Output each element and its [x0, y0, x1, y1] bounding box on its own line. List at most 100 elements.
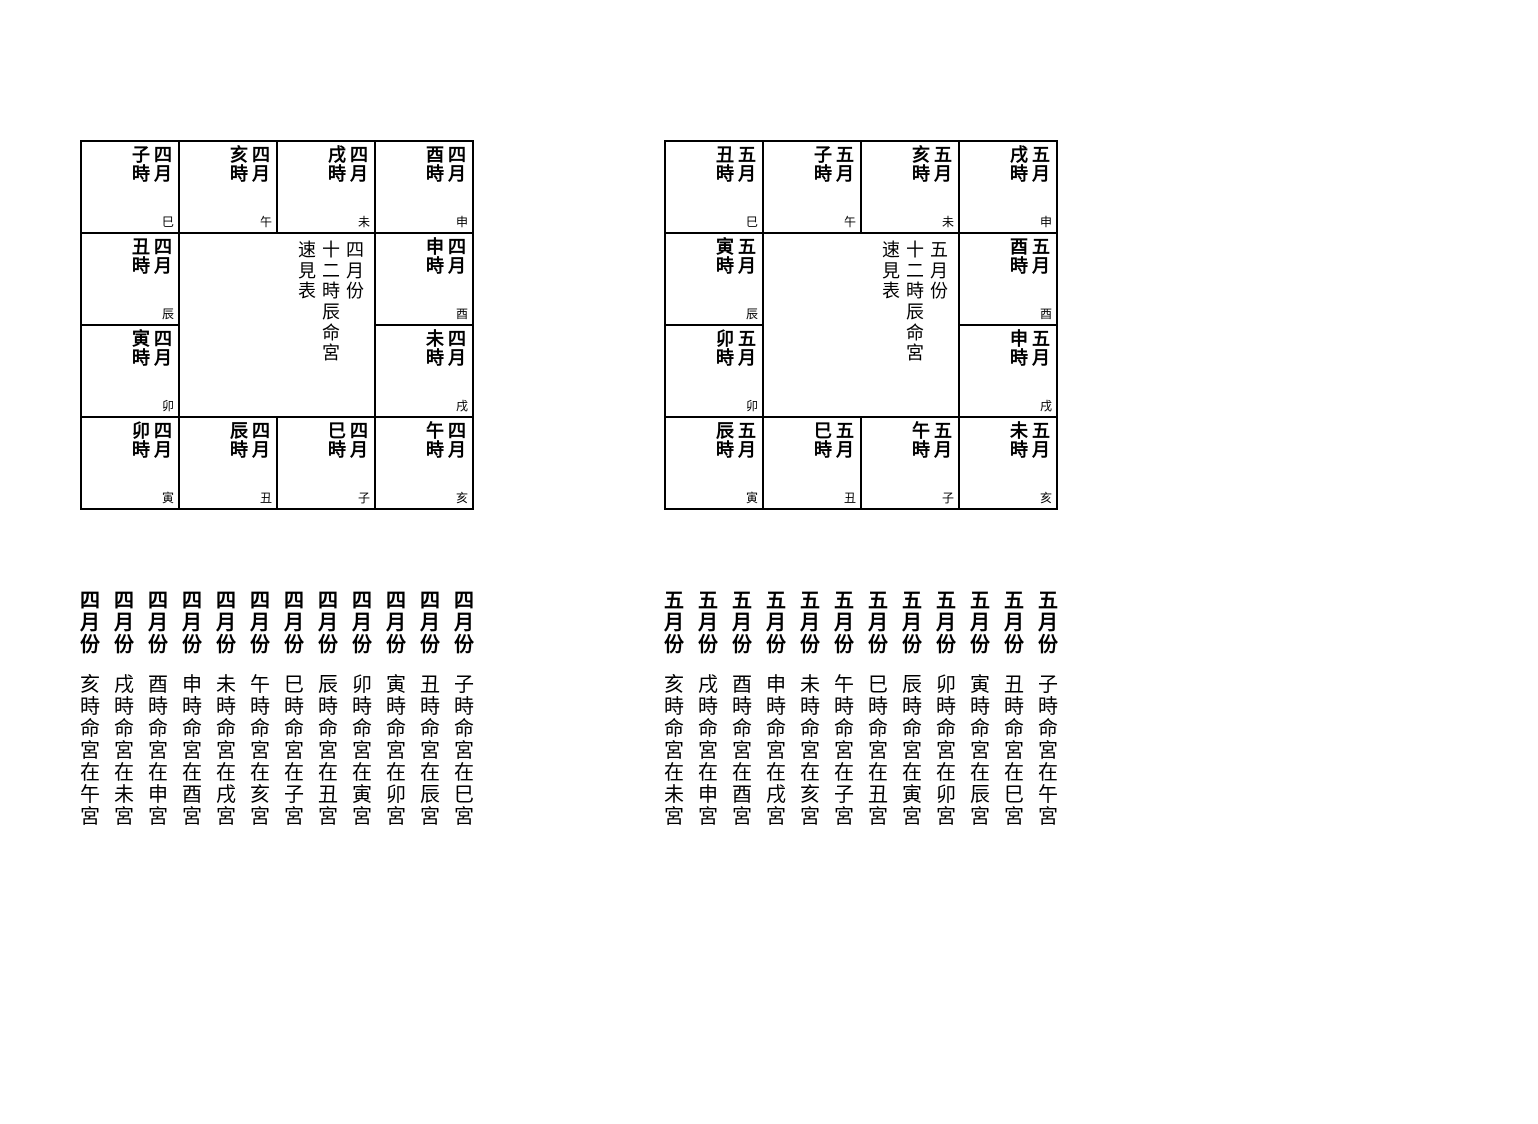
hour-col: 未時	[1010, 422, 1028, 460]
list-header: 四月份	[420, 590, 440, 656]
palace-chart-4: 子時 四月 巳 亥時 四月 午 戌時 四月 未 酉時 四月 申 丑時	[80, 140, 474, 510]
palace-branch: 寅	[746, 489, 758, 506]
list-body: 酉時命宮在申宮	[148, 674, 168, 828]
center-col1: 五月份	[930, 240, 948, 302]
list-header: 四月份	[80, 590, 100, 656]
hour-col: 寅時	[132, 330, 150, 368]
palace-cell: 申時 五月 戌	[959, 325, 1057, 417]
month-col: 四月	[252, 422, 270, 460]
list-body: 寅時命宮在卯宮	[386, 674, 406, 828]
month-col: 五月	[1032, 422, 1050, 460]
palace-branch: 辰	[162, 305, 174, 322]
list-body: 未時命宮在戌宮	[216, 674, 236, 828]
list-header: 五月份	[868, 590, 888, 656]
list-column: 五月份午時命宮在子宮	[834, 590, 854, 828]
list-column: 四月份丑時命宮在辰宮	[420, 590, 440, 828]
palace-cell: 丑時 四月 辰	[81, 233, 179, 325]
hour-col: 辰時	[230, 422, 248, 460]
list-column: 四月份午時命宮在亥宮	[250, 590, 270, 828]
hour-col: 丑時	[132, 238, 150, 276]
hour-col: 午時	[912, 422, 930, 460]
month-col: 五月	[836, 422, 854, 460]
list-body: 辰時命宮在丑宮	[318, 674, 338, 828]
month-col: 五月	[1032, 330, 1050, 368]
palace-cell: 巳時 五月 丑	[763, 417, 861, 509]
list-header: 五月份	[766, 590, 786, 656]
list-body: 巳時命宮在子宮	[284, 674, 304, 828]
list-header: 五月份	[800, 590, 820, 656]
list-body: 卯時命宮在卯宮	[936, 674, 956, 828]
month-col: 四月	[154, 330, 172, 368]
list-header: 五月份	[902, 590, 922, 656]
list-column: 五月份巳時命宮在丑宮	[868, 590, 888, 828]
list-header: 五月份	[834, 590, 854, 656]
palace-branch: 午	[260, 213, 272, 230]
palace-branch: 子	[358, 489, 370, 506]
list-body: 辰時命宮在寅宮	[902, 674, 922, 828]
month-col: 五月	[1032, 238, 1050, 276]
hour-list-5: 五月份子時命宮在午宮五月份丑時命宮在巳宮五月份寅時命宮在辰宮五月份卯時命宮在卯宮…	[664, 590, 1058, 828]
center-col2: 十二時辰命宮	[906, 240, 924, 364]
hour-col: 寅時	[716, 238, 734, 276]
palace-cell: 亥時 五月 未	[861, 141, 959, 233]
list-body: 丑時命宮在辰宮	[420, 674, 440, 828]
palace-branch: 未	[358, 213, 370, 230]
month-col: 四月	[448, 238, 466, 276]
chart-center-title: 五月份 十二時辰命宮 速見表	[763, 233, 959, 417]
list-header: 四月份	[386, 590, 406, 656]
center-col1: 四月份	[346, 240, 364, 302]
list-column: 四月份亥時命宮在午宮	[80, 590, 100, 828]
palace-cell: 寅時 四月 卯	[81, 325, 179, 417]
palace-branch: 未	[942, 213, 954, 230]
hour-col: 子時	[814, 146, 832, 184]
list-body: 午時命宮在子宮	[834, 674, 854, 828]
list-header: 五月份	[970, 590, 990, 656]
month-col: 五月	[738, 238, 756, 276]
list-body: 亥時命宮在午宮	[80, 674, 100, 828]
month-col: 四月	[252, 146, 270, 184]
palace-cell: 子時 四月 巳	[81, 141, 179, 233]
palace-branch: 寅	[162, 489, 174, 506]
palace-cell: 巳時 四月 子	[277, 417, 375, 509]
hour-col: 酉時	[426, 146, 444, 184]
list-column: 五月份亥時命宮在未宮	[664, 590, 684, 828]
panel-month4: 子時 四月 巳 亥時 四月 午 戌時 四月 未 酉時 四月 申 丑時	[80, 140, 474, 828]
page: 子時 四月 巳 亥時 四月 午 戌時 四月 未 酉時 四月 申 丑時	[0, 0, 1538, 828]
center-col3: 速見表	[298, 240, 316, 302]
list-header: 五月份	[698, 590, 718, 656]
list-header: 五月份	[664, 590, 684, 656]
palace-cell: 酉時 五月 酉	[959, 233, 1057, 325]
hour-col: 卯時	[132, 422, 150, 460]
month-col: 五月	[934, 422, 952, 460]
hour-col: 亥時	[230, 146, 248, 184]
palace-cell: 戌時 四月 未	[277, 141, 375, 233]
list-header: 四月份	[182, 590, 202, 656]
list-body: 申時命宮在酉宮	[182, 674, 202, 828]
list-body: 卯時命宮在寅宮	[352, 674, 372, 828]
list-body: 戌時命宮在申宮	[698, 674, 718, 828]
palace-branch: 戌	[456, 397, 468, 414]
list-header: 五月份	[1004, 590, 1024, 656]
list-header: 四月份	[216, 590, 236, 656]
palace-branch: 午	[844, 213, 856, 230]
list-body: 寅時命宮在辰宮	[970, 674, 990, 828]
month-col: 四月	[154, 238, 172, 276]
palace-cell: 辰時 五月 寅	[665, 417, 763, 509]
palace-branch: 丑	[260, 489, 272, 506]
palace-branch: 卯	[746, 397, 758, 414]
palace-cell: 午時 四月 亥	[375, 417, 473, 509]
hour-col: 子時	[132, 146, 150, 184]
palace-cell: 午時 五月 子	[861, 417, 959, 509]
list-column: 五月份丑時命宮在巳宮	[1004, 590, 1024, 828]
hour-list-4: 四月份子時命宮在巳宮四月份丑時命宮在辰宮四月份寅時命宮在卯宮四月份卯時命宮在寅宮…	[80, 590, 474, 828]
month-col: 四月	[154, 146, 172, 184]
list-column: 五月份酉時命宮在酉宮	[732, 590, 752, 828]
month-col: 五月	[738, 146, 756, 184]
month-col: 五月	[934, 146, 952, 184]
hour-col: 午時	[426, 422, 444, 460]
month-col: 四月	[350, 422, 368, 460]
hour-col: 亥時	[912, 146, 930, 184]
month-col: 四月	[448, 422, 466, 460]
list-column: 五月份申時命宮在戌宮	[766, 590, 786, 828]
palace-branch: 子	[942, 489, 954, 506]
